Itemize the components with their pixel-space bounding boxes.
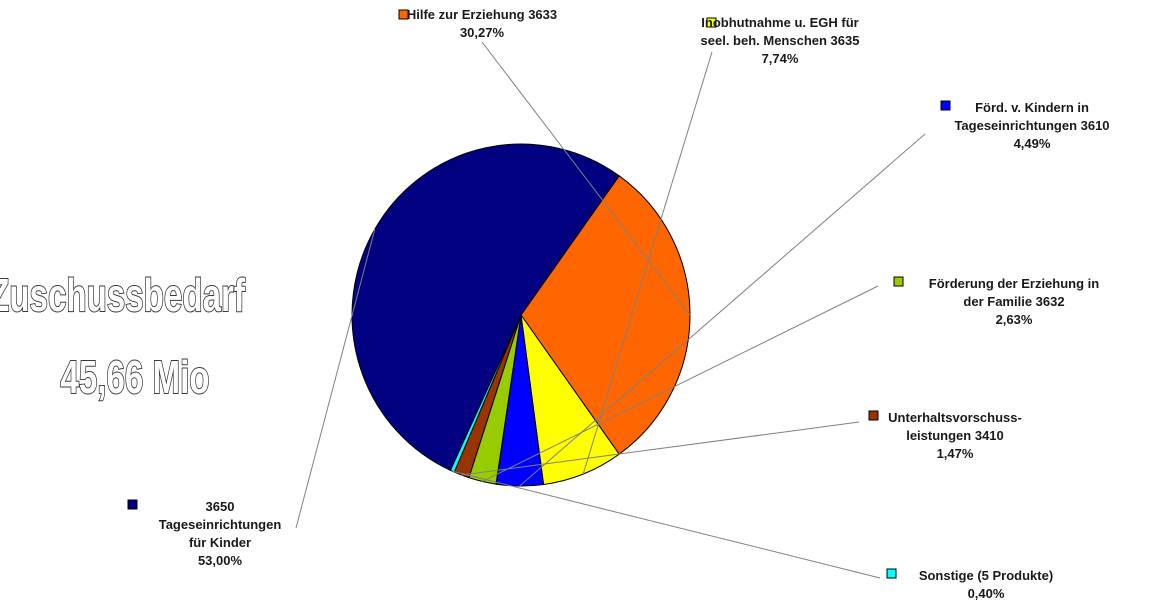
pie-slices	[351, 143, 691, 487]
slice-label-line: Unterhaltsvorschuss-	[888, 410, 1022, 425]
slice-label-line: der Familie 3632	[963, 294, 1064, 309]
legend-swatch-hilfe-zur-erziehung-3633	[398, 9, 409, 20]
slice-label-line: 3650	[206, 499, 235, 514]
leader-line-f-rderung-der-erziehung-in-der-familie-3632	[482, 285, 879, 482]
slice-percentage: 0,40%	[968, 586, 1005, 601]
slice-percentage: 1,47%	[937, 446, 974, 461]
slice-label-line: für Kinder	[189, 535, 251, 550]
leader-line-inobhutnahme-u-egh-f-r-seel-beh-menschen-3635	[582, 51, 713, 475]
slice-label-sonstige-5-produkte: Sonstige (5 Produkte) 0,40%	[919, 568, 1053, 601]
leader-line-hilfe-zur-erziehung-3633	[481, 41, 691, 316]
slice-label-line: Tageseinrichtungen 3610	[954, 118, 1109, 133]
leader-line-sonstige-5-produkte	[452, 470, 881, 579]
slice-percentage: 30,27%	[460, 25, 505, 40]
legend-swatch-sonstige-5-produkte	[886, 568, 897, 579]
legend-swatch-inobhutnahme-u-egh-f-r-seel-beh-menschen-3635	[706, 17, 717, 28]
headline-amount: 45,66 Mio	[60, 353, 209, 403]
legend-swatch-f-rd-v-kindern-in-tageseinrichtungen-3610	[940, 100, 951, 111]
slice-label-line: seel. beh. Menschen 3635	[701, 33, 860, 48]
legend-swatch-f-rderung-der-erziehung-in-der-familie-3632	[893, 276, 904, 287]
slice-label-line: Tageseinrichtungen	[159, 517, 282, 532]
slice-label-unterhaltsvorschuss-leistungen-3410: Unterhaltsvorschuss-leistungen 3410 1,47%	[888, 410, 1022, 461]
slice-label-line: Hilfe zur Erziehung 3633	[407, 7, 557, 22]
headline-title: Zuschussbedarf	[0, 271, 245, 321]
slice-label-line: Förd. v. Kindern in	[975, 100, 1089, 115]
slice-label-line: leistungen 3410	[906, 428, 1004, 443]
slice-label-line: Inobhutnahme u. EGH für	[701, 15, 858, 30]
leader-lines	[295, 41, 926, 579]
slice-label-hilfe-zur-erziehung-3633: Hilfe zur Erziehung 3633 30,27%	[407, 7, 557, 40]
legend-swatch-unterhaltsvorschuss-leistungen-3410	[868, 410, 879, 421]
slice-label-f-rderung-der-erziehung-in-der-familie-3632: Förderung der Erziehung in der Familie 36…	[929, 276, 1100, 327]
slice-percentage: 2,63%	[996, 312, 1033, 327]
slice-label-line: Sonstige (5 Produkte)	[919, 568, 1053, 583]
slice-labels: Hilfe zur Erziehung 3633 30,27% Inobhutnah…	[127, 7, 1110, 601]
leader-line-3650-tageseinrichtungen-f-r-kinder	[295, 229, 376, 529]
leader-line-unterhaltsvorschuss-leistungen-3410	[461, 421, 860, 476]
legend-swatch-3650-tageseinrichtungen-f-r-kinder	[127, 499, 138, 510]
slice-label-f-rd-v-kindern-in-tageseinrichtungen-3610: Förd. v. Kindern in Tageseinrichtungen 36…	[954, 100, 1109, 151]
slice-label-line: Förderung der Erziehung in	[929, 276, 1100, 291]
leader-line-f-rd-v-kindern-in-tageseinrichtungen-3610	[519, 133, 926, 487]
slice-percentage: 7,74%	[762, 51, 799, 66]
slice-label-3650-tageseinrichtungen-f-r-kinder: 3650 Tageseinrichtungen für Kinder 53,00%	[159, 499, 282, 568]
slice-label-inobhutnahme-u-egh-f-r-seel-beh-menschen-3635: Inobhutnahme u. EGH für seel. beh. Mensch…	[701, 15, 860, 66]
slice-percentage: 4,49%	[1014, 136, 1051, 151]
slice-percentage: 53,00%	[198, 553, 243, 568]
